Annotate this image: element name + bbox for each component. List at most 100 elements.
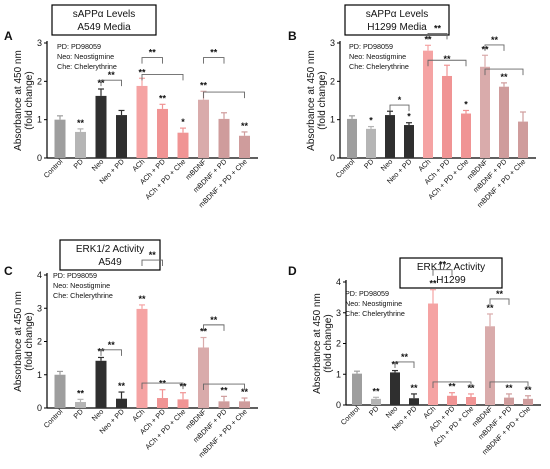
significance-stars: ** bbox=[241, 121, 249, 131]
y-tick-label: 3 bbox=[336, 308, 341, 318]
panel-letter: B bbox=[288, 29, 297, 43]
x-tick-label: PD bbox=[71, 157, 84, 170]
bar bbox=[518, 121, 528, 158]
legend-entry: Che: Chelerythrine bbox=[345, 309, 405, 318]
significance-stars: ** bbox=[200, 80, 208, 90]
chart-title-line1: ERK1/2 Activity bbox=[417, 262, 485, 273]
legend-entry: Che: Chelerythrine bbox=[349, 62, 409, 71]
chart-title-line1: ERK1/2 Activity bbox=[76, 244, 144, 255]
bar bbox=[423, 50, 433, 158]
x-tick-label: Neo bbox=[90, 157, 106, 173]
significance-bracket bbox=[394, 361, 415, 368]
x-tick-label: PD bbox=[71, 407, 84, 420]
significance-stars: * bbox=[369, 116, 373, 126]
x-tick-label: Control bbox=[42, 407, 65, 430]
significance-stars: ** bbox=[118, 381, 126, 391]
bar bbox=[157, 398, 168, 408]
bar bbox=[442, 75, 452, 158]
legend-entry: Neo: Neostigmine bbox=[57, 52, 114, 61]
bar bbox=[54, 374, 66, 408]
bar bbox=[116, 115, 127, 158]
x-tick-label: Control bbox=[42, 157, 65, 180]
significance-stars: ** bbox=[372, 386, 380, 396]
bar bbox=[447, 395, 457, 405]
bar bbox=[480, 66, 490, 158]
bar bbox=[136, 85, 148, 158]
bracket-label: ** bbox=[210, 315, 218, 325]
bar bbox=[218, 401, 230, 408]
y-axis-label-line2: (fold change) bbox=[24, 71, 35, 129]
chart-title-line2: A549 Media bbox=[77, 22, 131, 33]
y-tick-label: 0 bbox=[336, 400, 341, 410]
y-tick-label: 2 bbox=[336, 339, 341, 349]
y-tick-label: 2 bbox=[330, 76, 335, 86]
bar bbox=[366, 128, 376, 158]
chart-title-line2: H1299 Media bbox=[367, 22, 427, 33]
significance-bracket bbox=[484, 44, 505, 51]
bar bbox=[404, 125, 414, 158]
bar bbox=[485, 326, 495, 405]
significance-bracket bbox=[203, 383, 245, 391]
significance-stars: ** bbox=[429, 279, 437, 289]
y-axis-label-line1: Absorbance at 450 nm bbox=[306, 50, 317, 151]
bar bbox=[95, 95, 107, 158]
legend-entry: Neo: Neostigmine bbox=[53, 281, 110, 290]
y-axis-label-line2: (fold change) bbox=[317, 71, 328, 129]
y-axis-label-line1: Absorbance at 450 nm bbox=[13, 291, 24, 392]
x-tick-label: Control bbox=[339, 404, 362, 427]
y-axis-label-line2: (fold change) bbox=[24, 312, 35, 370]
bracket-label: * bbox=[398, 95, 402, 105]
y-tick-label: 1 bbox=[330, 115, 335, 125]
legend-entry: PD: PD98059 bbox=[57, 42, 101, 51]
bar bbox=[239, 401, 250, 408]
bracket-label: ** bbox=[149, 250, 157, 260]
panel-letter: A bbox=[4, 29, 13, 43]
bracket-label: ** bbox=[434, 23, 442, 33]
bar bbox=[385, 115, 395, 158]
bar bbox=[177, 399, 189, 408]
significance-bracket bbox=[484, 68, 524, 76]
bar bbox=[428, 303, 438, 405]
y-tick-label: 3 bbox=[37, 303, 42, 313]
bar bbox=[347, 118, 357, 158]
significance-bracket bbox=[100, 349, 122, 356]
bar bbox=[116, 398, 127, 408]
significance-bracket bbox=[427, 59, 467, 67]
significance-stars: ** bbox=[448, 382, 456, 392]
significance-stars: ** bbox=[77, 118, 85, 128]
legend-entry: Neo: Neostigmine bbox=[349, 52, 406, 61]
bracket-label: ** bbox=[491, 35, 499, 45]
bracket-label: ** bbox=[108, 340, 116, 350]
y-tick-label: 1 bbox=[336, 369, 341, 379]
bar bbox=[54, 119, 66, 158]
legend-entry: PD: PD98059 bbox=[345, 289, 389, 298]
x-tick-label: ACh bbox=[130, 157, 146, 173]
bracket-label: ** bbox=[439, 260, 447, 270]
significance-bracket bbox=[203, 57, 225, 64]
significance-stars: ** bbox=[220, 385, 228, 395]
x-tick-label: PD bbox=[362, 157, 375, 170]
y-tick-label: 1 bbox=[37, 115, 42, 125]
y-tick-label: 2 bbox=[37, 337, 42, 347]
significance-bracket bbox=[141, 73, 184, 81]
significance-stars: ** bbox=[410, 383, 418, 393]
x-tick-label: PD bbox=[367, 404, 380, 417]
x-tick-label: Control bbox=[334, 157, 357, 180]
y-axis-label-line2: (fold change) bbox=[323, 314, 334, 372]
significance-stars: ** bbox=[77, 388, 85, 398]
bar bbox=[75, 402, 86, 408]
significance-bracket bbox=[489, 381, 529, 388]
panel-letter: D bbox=[288, 264, 297, 278]
y-tick-label: 0 bbox=[37, 153, 42, 163]
legend-entry: Che: Chelerythrine bbox=[57, 62, 117, 71]
y-tick-label: 0 bbox=[330, 153, 335, 163]
significance-bracket bbox=[432, 269, 453, 276]
bar bbox=[198, 99, 209, 158]
bar bbox=[390, 372, 400, 405]
y-axis-label-line1: Absorbance at 450 nm bbox=[312, 293, 323, 394]
significance-stars: ** bbox=[159, 93, 167, 103]
